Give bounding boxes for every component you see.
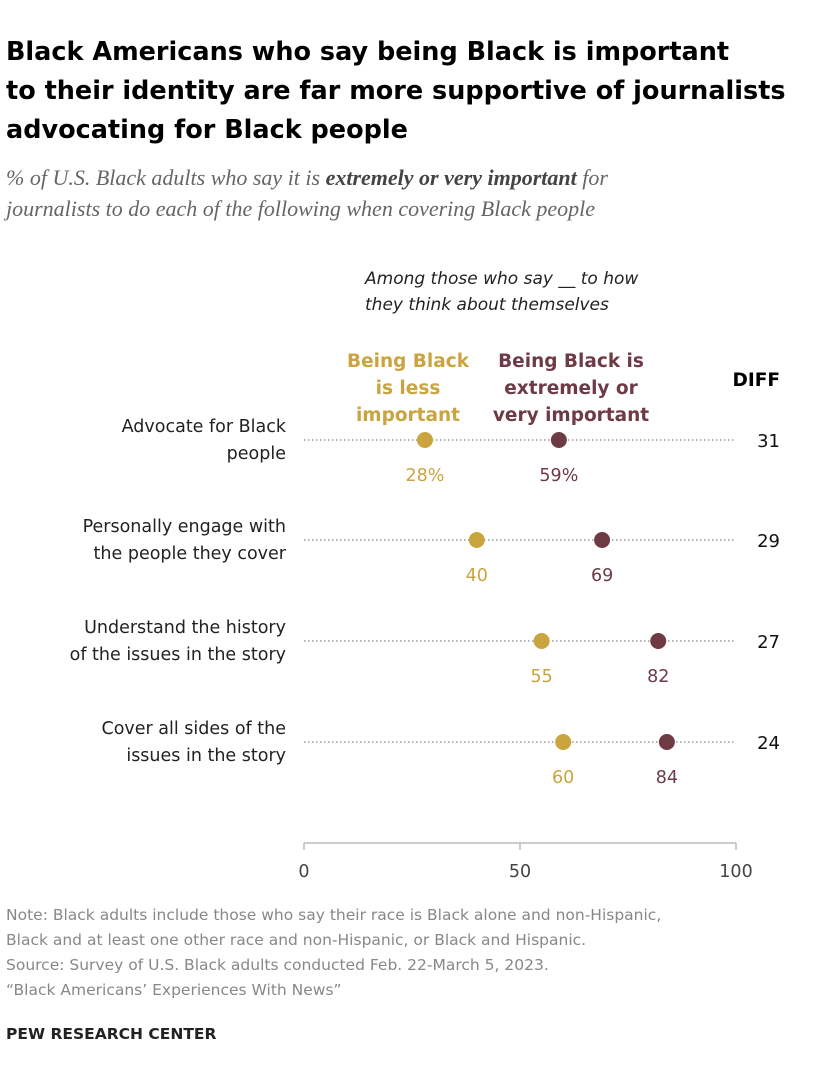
category-label: Understand the history — [84, 618, 286, 638]
note-line: Black and at least one other race and no… — [6, 931, 586, 949]
diff-value: 29 — [757, 531, 780, 552]
legend-label: very important — [493, 405, 649, 426]
dot-very-important — [550, 432, 567, 448]
legend-label: extremely or — [504, 378, 638, 399]
category-label: Advocate for Black — [122, 417, 287, 437]
data-label: 82 — [647, 667, 669, 687]
pew-logo-text: PEW RESEARCH CENTER — [6, 1025, 216, 1043]
diff-value: 24 — [757, 733, 780, 754]
data-label: 60 — [552, 768, 574, 788]
dot-less-important — [533, 633, 550, 649]
title-line: advocating for Black people — [6, 115, 408, 145]
diff-value: 27 — [757, 632, 780, 653]
source: Source: Survey of U.S. Black adults cond… — [6, 956, 549, 974]
note-line: Note: Black adults include those who say… — [6, 906, 661, 924]
legend-label: Being Black is — [498, 351, 644, 372]
category-label: the people they cover — [94, 544, 287, 564]
x-tick-label: 100 — [719, 862, 752, 882]
chart-title: Black Americans who say being Black is i… — [6, 37, 786, 145]
data-label: 59% — [539, 466, 578, 486]
intro-text: Among those who say __ to how — [364, 269, 638, 289]
x-tick-label: 50 — [509, 862, 531, 882]
subtitle-line-2: journalists to do each of the following … — [3, 196, 595, 221]
legend-label: Being Black — [347, 351, 470, 372]
data-label: 84 — [656, 768, 678, 788]
dot-less-important — [416, 432, 433, 448]
footer: Note: Black adults include those who say… — [6, 906, 661, 1043]
category-label: people — [227, 444, 286, 464]
category-label: issues in the story — [126, 746, 286, 766]
data-label: 28% — [406, 466, 445, 486]
dot-very-important — [594, 532, 611, 548]
subtitle: % of U.S. Black adults who say it is ext… — [6, 165, 608, 190]
diff-header: DIFF — [732, 370, 780, 391]
data-label: 40 — [466, 566, 488, 586]
dot-very-important — [650, 633, 667, 649]
diff-value: 31 — [757, 431, 780, 452]
dot-less-important — [555, 734, 572, 750]
dot-less-important — [468, 532, 485, 548]
category-label: Personally engage with — [83, 517, 286, 537]
legend-label: is less — [376, 378, 441, 399]
data-label: 55 — [530, 667, 552, 687]
title-line: Black Americans who say being Black is i… — [6, 37, 729, 67]
intro-text: they think about themselves — [365, 295, 609, 315]
data-label: 69 — [591, 566, 613, 586]
title-line: to their identity are far more supportiv… — [6, 76, 786, 106]
x-tick-label: 0 — [298, 862, 309, 882]
category-label: Cover all sides of the — [101, 719, 286, 739]
category-label: of the issues in the story — [70, 645, 286, 665]
report-title: “Black Americans’ Experiences With News” — [6, 981, 342, 999]
legend-label: important — [356, 405, 460, 426]
dot-very-important — [658, 734, 675, 750]
plot-area: Being Black is less important Being Black i… — [70, 351, 780, 882]
